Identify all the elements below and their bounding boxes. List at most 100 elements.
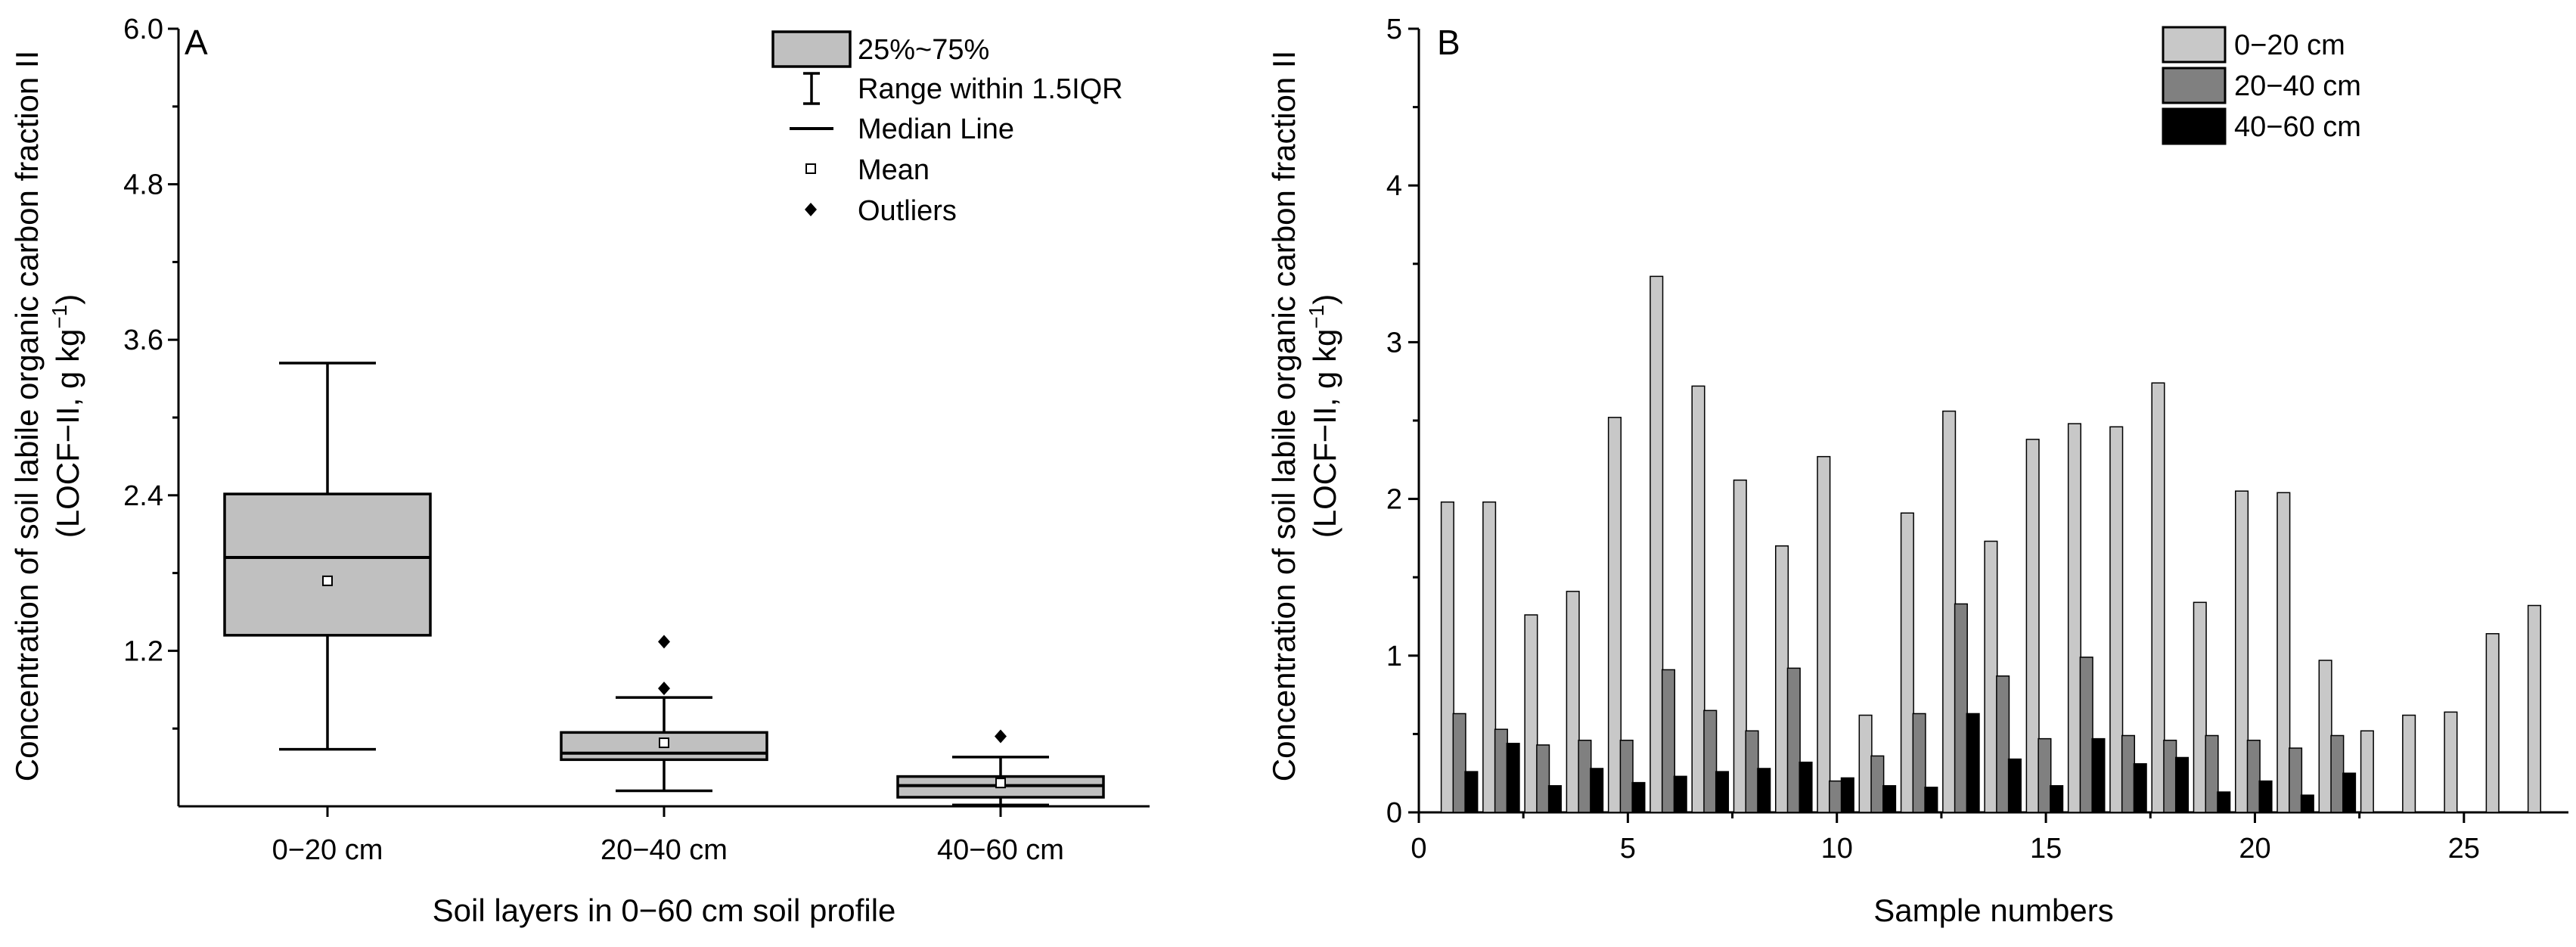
- legend-label-1: 0−20 cm: [2234, 29, 2345, 61]
- legend-mean-swatch: [805, 163, 816, 174]
- bar-sample-11-series-3: [1882, 785, 1897, 813]
- bar-sample-8-series-1: [1733, 479, 1747, 813]
- bar-sample-4-series-2: [1578, 739, 1592, 813]
- bar-sample-12-series-3: [1924, 787, 1938, 813]
- legend-median-label: Median Line: [858, 113, 1014, 145]
- bar-sample-13-series-2: [1954, 603, 1968, 813]
- bar-sample-14-series-1: [1984, 540, 1998, 813]
- bar-sample-19-series-1: [2193, 601, 2207, 813]
- bar-sample-27-series-1: [2527, 604, 2541, 813]
- bar-sample-18-series-1: [2151, 382, 2165, 813]
- panel-b-label: B: [1437, 23, 1460, 62]
- bar-sample-15-series-3: [2050, 785, 2064, 813]
- bar-sample-21-series-1: [2277, 492, 2291, 813]
- bar-sample-10-series-2: [1829, 780, 1843, 813]
- bar-sample-3-series-2: [1536, 744, 1550, 813]
- bar-sample-4-series-1: [1566, 591, 1580, 813]
- bar-sample-20-series-3: [2258, 780, 2273, 813]
- panel-b-xlabel: Sample numbers: [1873, 893, 2113, 928]
- legend-mean-label: Mean: [858, 154, 930, 186]
- bar-sample-8-series-3: [1757, 768, 1771, 813]
- bar-sample-24-series-1: [2402, 714, 2416, 813]
- bar-sample-5-series-2: [1619, 739, 1634, 813]
- bar-sample-1-series-2: [1452, 713, 1466, 813]
- y-tick-label: 0: [1386, 797, 1402, 829]
- bar-sample-22-series-2: [2330, 734, 2345, 813]
- bar-sample-15-series-1: [2025, 439, 2040, 813]
- bar-sample-2-series-3: [1506, 743, 1520, 813]
- legend-box-label: 25%~75%: [858, 34, 989, 66]
- y-tick-label: 3.6: [123, 324, 163, 356]
- x-tick-label: 20−40 cm: [601, 834, 728, 866]
- bar-sample-8-series-2: [1745, 730, 1759, 813]
- bar-sample-6-series-1: [1650, 275, 1664, 813]
- x-tick-label: 5: [1620, 833, 1636, 865]
- bar-sample-26-series-1: [2485, 633, 2500, 813]
- panel-a-boxes: [223, 362, 1105, 807]
- panel-a-xlabel: Soil layers in 0−60 cm soil profile: [433, 893, 896, 928]
- legend-swatch-3: [2162, 107, 2227, 145]
- panel-a-ylabel-line1: Concentration of soil labile organic car…: [9, 51, 45, 782]
- y-tick-label: 4.8: [123, 169, 163, 201]
- panel-b-y-ticks: 0 1 2 3 4 5: [1386, 14, 1419, 829]
- legend-label-3: 40−60 cm: [2234, 111, 2361, 143]
- bar-sample-19-series-2: [2205, 734, 2219, 813]
- y-tick-label: 1.2: [123, 635, 163, 667]
- bar-sample-5-series-1: [1607, 417, 1622, 813]
- outlier-marker: [658, 682, 670, 696]
- panel-b-x-ticks: 0 5 10 15 20 25: [1411, 812, 2480, 865]
- y-tick-label: 4: [1386, 170, 1402, 202]
- bar-sample-5-series-3: [1631, 781, 1646, 813]
- outlier-marker: [995, 729, 1007, 744]
- iqr-box: [223, 492, 432, 637]
- bar-sample-20-series-1: [2235, 490, 2249, 813]
- bar-sample-16-series-2: [2079, 657, 2093, 813]
- outlier-marker: [658, 635, 670, 649]
- panel-b-legend: 0−20 cm 20−40 cm 40−60 cm: [2162, 26, 2361, 145]
- bar-sample-17-series-1: [2109, 426, 2124, 813]
- box-3: [896, 729, 1105, 807]
- panel-a-box-plot: A Concentration of soil labile organic c…: [9, 14, 1150, 928]
- bar-sample-19-series-3: [2217, 791, 2231, 813]
- box-1: [223, 362, 432, 751]
- x-tick-label: 10: [1821, 833, 1853, 865]
- x-tick-label: 15: [2030, 833, 2062, 865]
- bar-sample-17-series-3: [2133, 763, 2147, 813]
- x-tick-label: 0: [1411, 833, 1426, 865]
- bar-sample-21-series-2: [2289, 747, 2303, 813]
- bar-sample-12-series-1: [1900, 512, 1914, 813]
- bar-sample-13-series-1: [1942, 410, 1957, 813]
- bar-sample-9-series-1: [1775, 545, 1789, 813]
- bar-sample-16-series-1: [2067, 423, 2081, 813]
- bar-sample-7-series-3: [1715, 771, 1730, 813]
- legend-swatch-1: [2162, 26, 2227, 64]
- legend-swatch-2: [2162, 67, 2227, 104]
- mean-marker: [322, 575, 333, 586]
- bar-sample-20-series-2: [2246, 739, 2261, 813]
- panel-a-y-ticks: 1.2 2.4 3.6 4.8 6.0: [123, 14, 178, 730]
- panel-a-label: A: [185, 23, 208, 62]
- bar-sample-3-series-3: [1547, 785, 1562, 813]
- bar-sample-9-series-3: [1799, 761, 1813, 813]
- bar-sample-2-series-1: [1482, 501, 1497, 813]
- panel-b-bar-chart: B Concentration of soil labile organic c…: [1266, 14, 2568, 928]
- bar-sample-4-series-3: [1590, 768, 1604, 813]
- bar-sample-17-series-2: [2121, 734, 2136, 813]
- panel-b-ylabel-line2: (LOCF−II, g kg−1): [1305, 294, 1342, 539]
- panel-a-x-ticks: 0−20 cm 20−40 cm 40−60 cm: [272, 806, 1064, 866]
- bar-sample-21-series-3: [2300, 794, 2314, 813]
- bar-sample-23-series-1: [2360, 730, 2374, 813]
- y-tick-label: 1: [1386, 641, 1402, 672]
- bar-sample-15-series-2: [2038, 737, 2052, 813]
- bar-sample-10-series-1: [1817, 455, 1831, 813]
- x-tick-label: 40−60 cm: [937, 834, 1064, 866]
- panel-a-legend: 25%~75% Range within 1.5IQR Median Line …: [771, 30, 1123, 227]
- x-tick-label: 20: [2239, 833, 2270, 865]
- y-tick-label: 6.0: [123, 14, 163, 45]
- bar-sample-22-series-1: [2318, 660, 2332, 813]
- bar-sample-13-series-3: [1966, 713, 1980, 813]
- legend-label-2: 20−40 cm: [2234, 70, 2361, 102]
- bar-sample-7-series-2: [1703, 709, 1718, 813]
- legend-range-swatch: [803, 72, 820, 105]
